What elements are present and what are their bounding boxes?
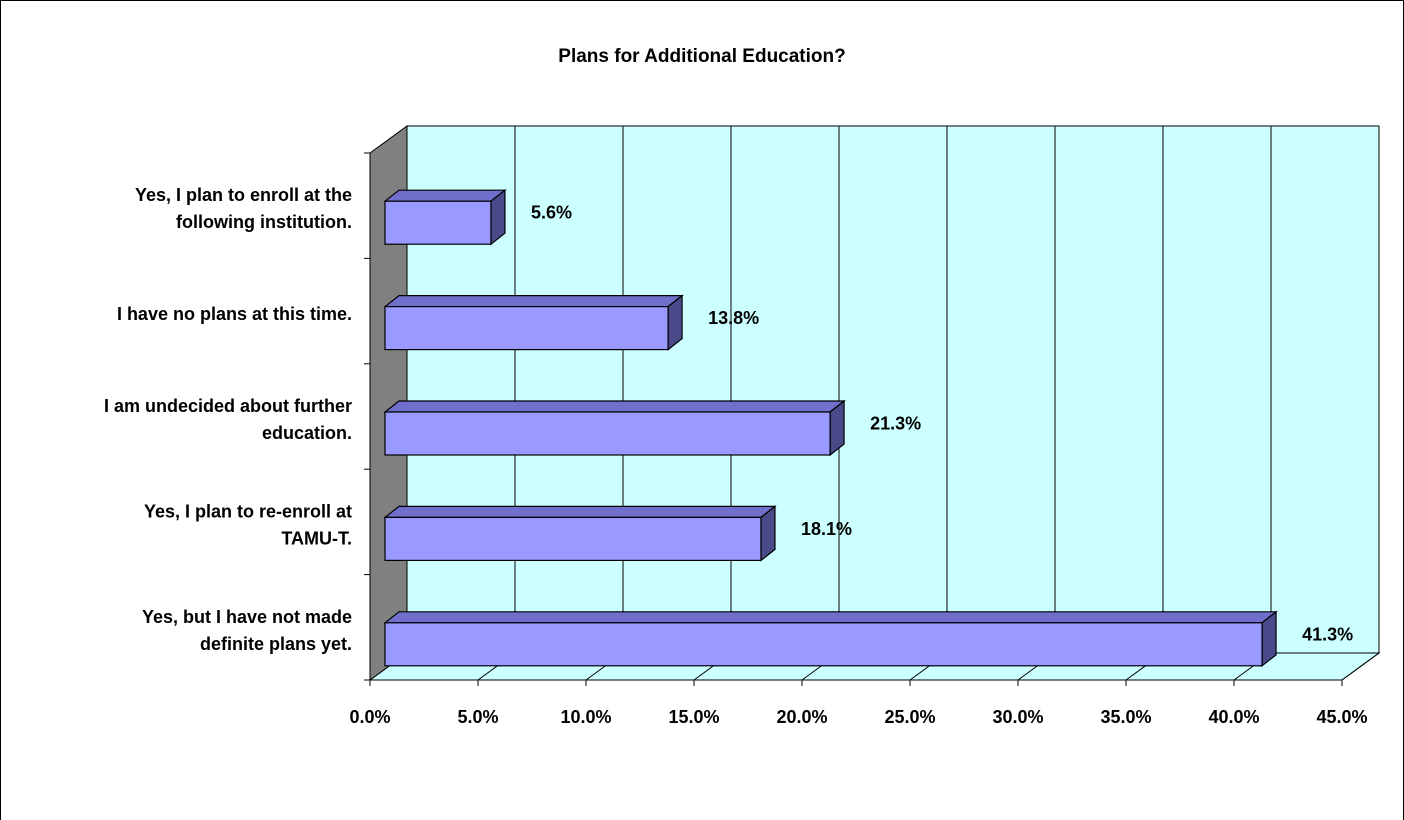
plot-back-wall: [406, 125, 1380, 654]
x-tick-label: 20.0%: [776, 707, 827, 727]
category-label: following institution.: [176, 212, 352, 232]
category-label: Yes, I plan to re-enroll at: [144, 501, 352, 521]
bar: [384, 516, 762, 562]
category-label: definite plans yet.: [200, 634, 352, 654]
bar-top: [383, 189, 507, 202]
data-label: 13.8%: [708, 308, 759, 328]
x-tick-label: 35.0%: [1100, 707, 1151, 727]
x-tick-label: 5.0%: [457, 707, 498, 727]
x-tick-label: 40.0%: [1208, 707, 1259, 727]
data-label: 5.6%: [531, 203, 572, 223]
bar-top: [383, 295, 684, 308]
x-tick-label: 25.0%: [884, 707, 935, 727]
category-label: I have no plans at this time.: [117, 304, 352, 324]
bar: [384, 200, 492, 245]
bar-top: [383, 611, 1278, 624]
data-label: 21.3%: [870, 414, 921, 434]
floor-gridline: [1341, 652, 1380, 681]
bar-top: [383, 400, 846, 413]
bar-top: [383, 505, 777, 519]
category-label: Yes, I plan to enroll at the: [135, 185, 352, 205]
data-label: 41.3%: [1302, 624, 1353, 644]
category-label: TAMU-T.: [281, 528, 352, 548]
chart-title: Plans for Additional Education?: [558, 46, 846, 67]
x-tick-label: 30.0%: [992, 707, 1043, 727]
category-label: I am undecided about further: [104, 396, 352, 416]
x-tick-label: 10.0%: [560, 707, 611, 727]
x-tick-label: 45.0%: [1316, 707, 1367, 727]
bar: [384, 622, 1263, 667]
bar: [384, 306, 669, 351]
category-label: education.: [262, 423, 352, 443]
data-label: 18.1%: [801, 519, 852, 539]
x-tick-label: 15.0%: [668, 707, 719, 727]
bar: [384, 411, 831, 456]
x-tick-label: 0.0%: [349, 707, 390, 727]
category-label: Yes, but I have not made: [142, 607, 352, 627]
